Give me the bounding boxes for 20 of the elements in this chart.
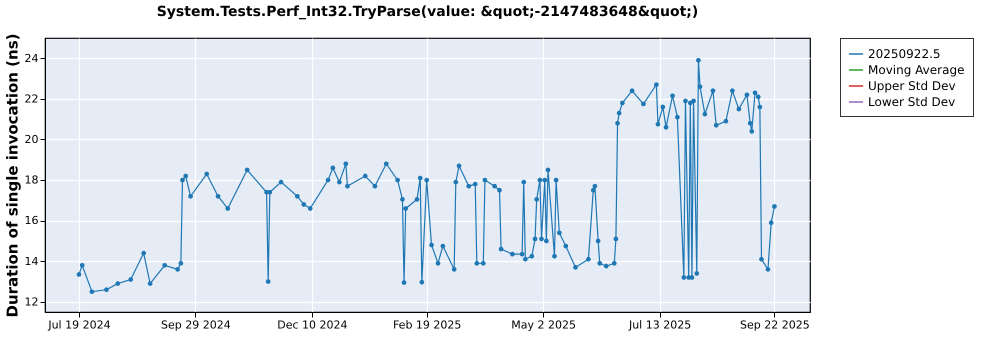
legend-label: Upper Std Dev bbox=[868, 79, 956, 93]
x-tick-label: Sep 29 2024 bbox=[161, 318, 231, 332]
y-tick-label: 12 bbox=[24, 295, 38, 308]
y-tick-label: 14 bbox=[24, 254, 38, 268]
x-tick-label: Dec 10 2024 bbox=[277, 318, 348, 332]
x-tick-label: Jul 13 2025 bbox=[628, 318, 692, 332]
legend-label: 20250922.5 bbox=[868, 47, 941, 61]
x-tick-label: Jul 19 2024 bbox=[47, 318, 111, 332]
y-tick-label: 20 bbox=[24, 132, 38, 146]
legend-label: Lower Std Dev bbox=[868, 95, 956, 109]
legend-label: Moving Average bbox=[868, 63, 964, 77]
x-tick-label: Sep 22 2025 bbox=[740, 318, 810, 332]
x-tick-label: Feb 19 2025 bbox=[392, 318, 462, 332]
y-axis-title: Duration of single invocation (ns) bbox=[4, 34, 22, 318]
y-tick-label: 16 bbox=[24, 214, 38, 228]
chart-title: System.Tests.Perf_Int32.TryParse(value: &quot;-2147483648&quot;) bbox=[156, 4, 698, 20]
y-tick-label: 22 bbox=[24, 92, 38, 106]
y-tick-label: 24 bbox=[24, 52, 38, 65]
x-tick-label: May 2 2025 bbox=[511, 318, 576, 332]
y-tick-label: 18 bbox=[24, 174, 38, 187]
